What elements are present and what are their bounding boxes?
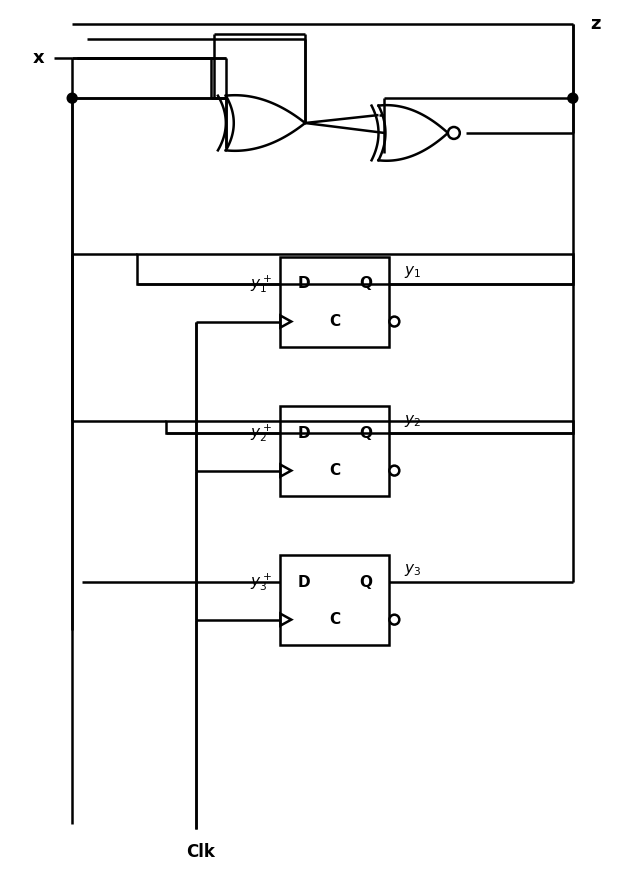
Text: D: D xyxy=(298,277,310,292)
Bar xyxy=(166,421,573,433)
Bar xyxy=(280,406,390,496)
Text: $y_2$: $y_2$ xyxy=(404,413,421,429)
Text: Q: Q xyxy=(359,575,372,590)
Text: $y_1$: $y_1$ xyxy=(404,264,421,280)
Bar xyxy=(280,555,390,645)
Circle shape xyxy=(448,127,460,139)
Circle shape xyxy=(390,316,399,327)
Text: $y_3$: $y_3$ xyxy=(404,562,422,578)
Text: Q: Q xyxy=(359,426,372,441)
Circle shape xyxy=(390,615,399,625)
Circle shape xyxy=(390,466,399,476)
Text: D: D xyxy=(298,426,310,441)
Bar xyxy=(280,258,390,347)
Text: z: z xyxy=(591,15,601,32)
Circle shape xyxy=(568,93,578,103)
Text: C: C xyxy=(329,314,341,329)
Text: $y_3^+$: $y_3^+$ xyxy=(251,571,272,593)
Bar xyxy=(137,254,573,284)
Text: D: D xyxy=(298,575,310,590)
Text: x: x xyxy=(33,49,44,67)
Circle shape xyxy=(67,93,77,103)
Text: Q: Q xyxy=(359,277,372,292)
Text: C: C xyxy=(329,463,341,478)
Text: C: C xyxy=(329,612,341,627)
Text: $y_1^+$: $y_1^+$ xyxy=(251,273,272,295)
Text: $y_2^+$: $y_2^+$ xyxy=(251,422,272,444)
Text: Clk: Clk xyxy=(187,844,216,861)
